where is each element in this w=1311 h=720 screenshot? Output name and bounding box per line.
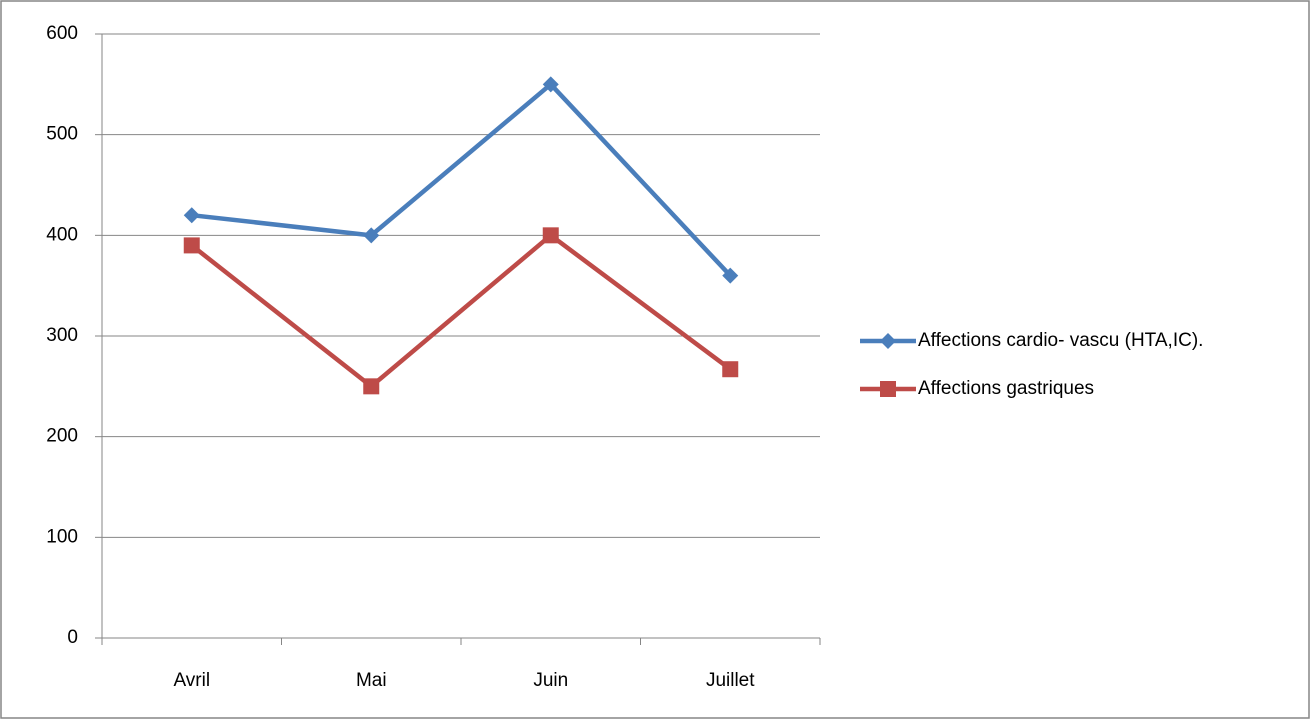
series-line bbox=[190, 233, 732, 389]
y-tick-label: 300 bbox=[46, 325, 78, 346]
data-point bbox=[363, 378, 380, 395]
legend-marker bbox=[880, 333, 896, 349]
legend-label: Affections cardio- vascu (HTA,IC). bbox=[918, 330, 1203, 351]
data-point bbox=[722, 361, 739, 378]
data-point bbox=[363, 227, 380, 244]
y-tick-label: 400 bbox=[46, 224, 78, 245]
data-point bbox=[183, 237, 200, 254]
y-tick-label: 500 bbox=[46, 124, 78, 145]
legend-label: Affections gastriques bbox=[918, 378, 1094, 399]
data-point bbox=[183, 207, 200, 224]
series-line bbox=[191, 82, 732, 278]
y-tick-label: 600 bbox=[46, 23, 78, 44]
y-tick-label: 200 bbox=[46, 426, 78, 447]
legend-marker bbox=[880, 381, 896, 397]
data-point bbox=[722, 267, 739, 284]
data-point bbox=[542, 76, 559, 93]
y-tick-label: 100 bbox=[46, 526, 78, 547]
x-tick-label: Mai bbox=[356, 670, 387, 691]
data-point bbox=[542, 227, 559, 244]
y-tick-label: 0 bbox=[67, 627, 78, 648]
x-tick-label: Avril bbox=[173, 670, 210, 691]
x-tick-label: Juin bbox=[533, 670, 568, 691]
x-tick-label: Juillet bbox=[706, 670, 755, 691]
